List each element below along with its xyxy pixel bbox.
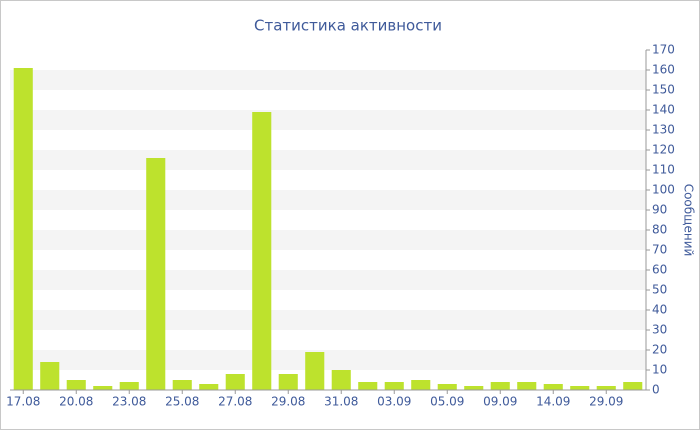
y-tick-label: 110 (652, 163, 675, 177)
y-tick-label: 80 (652, 223, 667, 237)
x-tick-label: 05.09 (430, 395, 464, 409)
bar (543, 384, 563, 390)
x-tick-label: 20.08 (59, 395, 93, 409)
bar (199, 384, 219, 390)
y-tick-label: 140 (652, 103, 675, 117)
y-axis-label: Сообщений (682, 184, 696, 257)
y-tick-label: 20 (652, 343, 667, 357)
bar (570, 386, 590, 390)
y-tick-label: 10 (652, 363, 667, 377)
bar (623, 382, 643, 390)
bar (305, 352, 325, 390)
bar (278, 374, 298, 390)
bar (146, 158, 166, 390)
x-tick-label: 17.08 (6, 395, 40, 409)
y-tick-label: 100 (652, 183, 675, 197)
y-tick-label: 70 (652, 243, 667, 257)
y-tick-label: 40 (652, 303, 667, 317)
x-tick-label: 09.09 (483, 395, 517, 409)
x-tick-label: 23.08 (112, 395, 146, 409)
bar (464, 386, 484, 390)
bar (490, 382, 510, 390)
bar (252, 112, 272, 390)
x-tick-label: 27.08 (218, 395, 252, 409)
chart-title: Статистика активности (254, 17, 442, 35)
y-tick-label: 120 (652, 143, 675, 157)
grid-band (10, 350, 646, 370)
bar (119, 382, 139, 390)
y-tick-label: 170 (652, 43, 675, 57)
grid-band (10, 150, 646, 170)
x-tick-label: 29.08 (271, 395, 305, 409)
x-tick-label: 31.08 (324, 395, 358, 409)
grid-band (10, 270, 646, 290)
x-tick-label: 25.08 (165, 395, 199, 409)
grid-band (10, 310, 646, 330)
x-tick-label: 14.09 (536, 395, 570, 409)
y-tick-label: 30 (652, 323, 667, 337)
y-tick-label: 60 (652, 263, 667, 277)
grid-band (10, 230, 646, 250)
grid-band (10, 70, 646, 90)
y-tick-label: 160 (652, 63, 675, 77)
bar (596, 386, 616, 390)
bar (40, 362, 60, 390)
bar (331, 370, 351, 390)
grid-band (10, 190, 646, 210)
bar (172, 380, 192, 390)
bar (411, 380, 431, 390)
y-tick-label: 130 (652, 123, 675, 137)
bar (384, 382, 404, 390)
bar (517, 382, 537, 390)
grid-band (10, 110, 646, 130)
bar (93, 386, 113, 390)
bar (66, 380, 86, 390)
bar (225, 374, 245, 390)
y-tick-label: 50 (652, 283, 667, 297)
x-tick-label: 29.09 (589, 395, 623, 409)
y-tick-label: 90 (652, 203, 667, 217)
bar (358, 382, 378, 390)
y-tick-label: 150 (652, 83, 675, 97)
y-tick-label: 0 (652, 383, 660, 397)
bar (437, 384, 457, 390)
x-tick-label: 03.09 (377, 395, 411, 409)
bar (13, 68, 33, 390)
